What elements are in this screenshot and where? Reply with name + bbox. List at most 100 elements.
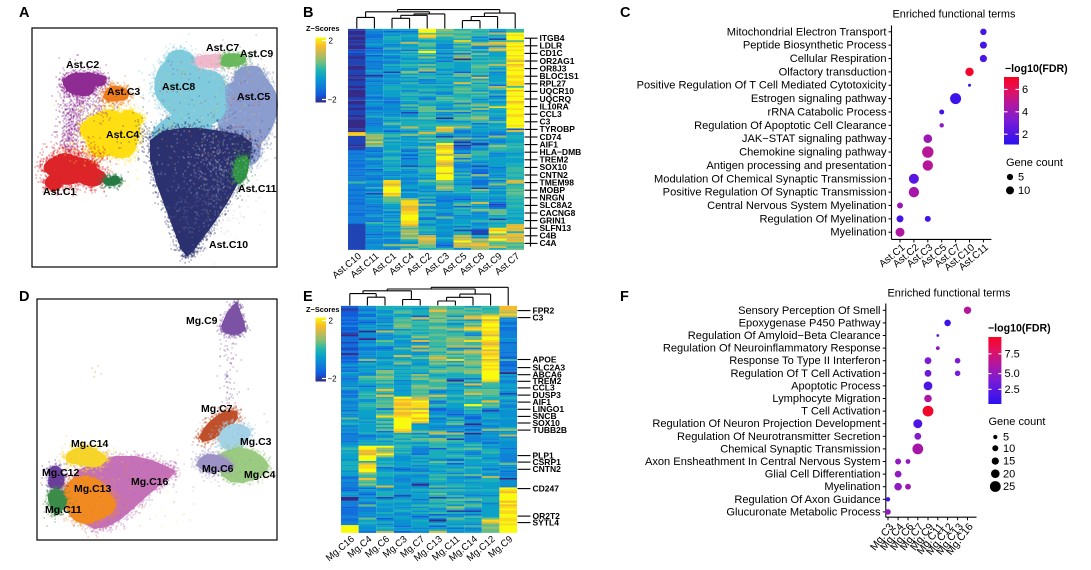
- svg-text:PLP1: PLP1: [533, 450, 555, 460]
- svg-text:Mg.C3: Mg.C3: [240, 436, 272, 448]
- svg-text:2.5: 2.5: [1005, 384, 1020, 396]
- svg-text:2: 2: [329, 317, 334, 326]
- svg-text:E: E: [303, 289, 313, 305]
- svg-text:C: C: [620, 5, 631, 21]
- svg-text:−2: −2: [328, 96, 338, 105]
- svg-text:Mg.C9: Mg.C9: [186, 315, 218, 327]
- svg-text:OR8J3: OR8J3: [540, 63, 567, 73]
- svg-text:Z−Scores: Z−Scores: [306, 305, 339, 314]
- svg-text:OR2T2: OR2T2: [533, 511, 561, 521]
- svg-text:Lymphocyte Migration: Lymphocyte Migration: [772, 393, 880, 405]
- svg-text:AIF1: AIF1: [533, 397, 552, 407]
- svg-text:Ast.C5: Ast.C5: [237, 91, 270, 103]
- svg-text:Gene count: Gene count: [989, 416, 1046, 428]
- svg-text:Regulation Of Apoptotic Cell C: Regulation Of Apoptotic Cell Clearance: [694, 120, 886, 132]
- svg-text:Mg.C11: Mg.C11: [45, 504, 82, 516]
- svg-text:Positive Regulation Of Synapti: Positive Regulation Of Synaptic Transmis…: [663, 187, 887, 199]
- svg-text:Cellular Respiration: Cellular Respiration: [790, 53, 887, 65]
- svg-text:MOBP: MOBP: [540, 185, 566, 195]
- svg-text:SOX10: SOX10: [533, 418, 561, 428]
- svg-text:Myelination: Myelination: [830, 227, 886, 239]
- svg-text:Mg.C13: Mg.C13: [74, 483, 112, 495]
- svg-text:CNTN2: CNTN2: [533, 464, 562, 474]
- svg-text:C3: C3: [540, 117, 551, 127]
- svg-text:F: F: [620, 289, 629, 305]
- svg-text:25: 25: [1003, 481, 1015, 493]
- svg-text:5: 5: [1018, 172, 1024, 184]
- svg-text:Epoxygenase P450 Pathway: Epoxygenase P450 Pathway: [739, 317, 881, 329]
- svg-text:CD1C: CD1C: [540, 48, 563, 58]
- svg-text:Myelination: Myelination: [824, 481, 880, 493]
- svg-text:C4A: C4A: [540, 238, 557, 248]
- svg-text:Antigen processing and present: Antigen processing and presentation: [706, 160, 886, 172]
- svg-text:Ast.C8: Ast.C8: [162, 81, 195, 93]
- svg-text:Mg.C16: Mg.C16: [131, 476, 169, 488]
- svg-text:TREM2: TREM2: [533, 376, 562, 386]
- svg-text:CSRP1: CSRP1: [533, 457, 562, 467]
- svg-text:Modulation Of Chemical Synapti: Modulation Of Chemical Synaptic Transmis…: [654, 173, 886, 185]
- svg-text:Chemokine signaling pathway: Chemokine signaling pathway: [739, 147, 887, 159]
- svg-text:Ast.C7: Ast.C7: [206, 42, 239, 54]
- svg-text:Peptide Biosynthetic Process: Peptide Biosynthetic Process: [743, 40, 887, 52]
- svg-text:6: 6: [1022, 84, 1028, 96]
- svg-text:UQCRQ: UQCRQ: [540, 94, 572, 104]
- svg-text:Ast.C4: Ast.C4: [106, 129, 139, 141]
- svg-text:CD247: CD247: [533, 483, 560, 493]
- svg-text:UQCR10: UQCR10: [540, 86, 575, 96]
- svg-text:A: A: [19, 5, 30, 21]
- svg-text:Axon Ensheathment In Central N: Axon Ensheathment In Central Nervous Sys…: [645, 456, 881, 468]
- svg-text:Glucuronate Metabolic Process: Glucuronate Metabolic Process: [726, 506, 881, 518]
- svg-text:Olfactory transduction: Olfactory transduction: [779, 66, 887, 78]
- svg-text:Regulation Of Myelination: Regulation Of Myelination: [759, 213, 886, 225]
- svg-text:CCL3: CCL3: [533, 383, 555, 393]
- svg-text:CNTN2: CNTN2: [540, 170, 569, 180]
- svg-text:Regulation Of Neuroinflammator: Regulation Of Neuroinflammatory Response: [663, 343, 881, 355]
- svg-text:Central Nervous System Myelina: Central Nervous System Myelination: [707, 200, 886, 212]
- svg-text:Regulation Of Neuron Projectio: Regulation Of Neuron Projection Developm…: [652, 418, 880, 430]
- svg-text:APOE: APOE: [533, 354, 557, 364]
- svg-text:4: 4: [1022, 106, 1028, 118]
- svg-text:C3: C3: [533, 312, 544, 322]
- svg-text:2: 2: [329, 37, 334, 46]
- svg-text:TUBB2B: TUBB2B: [533, 425, 567, 435]
- svg-text:BLOC1S1: BLOC1S1: [540, 71, 579, 81]
- svg-text:Regulation Of Amyloid−Beta Cle: Regulation Of Amyloid−Beta Clearance: [688, 330, 881, 342]
- svg-text:TMEM98: TMEM98: [540, 177, 575, 187]
- svg-text:Mg.C7: Mg.C7: [201, 403, 233, 415]
- svg-text:Mg.C12: Mg.C12: [42, 467, 80, 479]
- svg-text:HLA−DMB: HLA−DMB: [540, 147, 582, 157]
- svg-text:−log10(FDR): −log10(FDR): [1005, 63, 1068, 75]
- svg-text:T Cell Activation: T Cell Activation: [801, 406, 880, 418]
- svg-text:CD74: CD74: [540, 132, 562, 142]
- svg-text:Apoptotic Process: Apoptotic Process: [791, 380, 881, 392]
- svg-text:Mg.C6: Mg.C6: [202, 463, 234, 475]
- svg-text:Ast.C11: Ast.C11: [238, 183, 277, 195]
- svg-text:OR2AG1: OR2AG1: [540, 56, 575, 66]
- svg-text:5: 5: [1003, 432, 1009, 444]
- svg-text:Ast.C10: Ast.C10: [209, 239, 248, 251]
- svg-text:Enriched functional terms: Enriched functional terms: [893, 9, 1016, 21]
- svg-text:−log10(FDR): −log10(FDR): [988, 323, 1051, 335]
- svg-text:Ast.C2: Ast.C2: [66, 59, 99, 71]
- svg-text:SYTL4: SYTL4: [533, 517, 560, 527]
- svg-text:Positive Regulation Of T Cell: Positive Regulation Of T Cell Mediated C…: [637, 80, 887, 92]
- svg-text:Estrogen signaling pathway: Estrogen signaling pathway: [751, 93, 887, 105]
- svg-text:D: D: [19, 289, 29, 305]
- svg-text:FPR2: FPR2: [533, 305, 555, 315]
- svg-text:15: 15: [1003, 456, 1015, 468]
- svg-text:SNCB: SNCB: [533, 411, 557, 421]
- svg-text:−2: −2: [328, 375, 338, 384]
- svg-text:rRNA Catabolic Process: rRNA Catabolic Process: [768, 106, 887, 118]
- svg-text:TYROBP: TYROBP: [540, 124, 576, 134]
- svg-text:Response To Type II Interferon: Response To Type II Interferon: [729, 355, 880, 367]
- svg-text:SLC8A2: SLC8A2: [540, 200, 573, 210]
- svg-text:Gene count: Gene count: [1006, 157, 1063, 169]
- svg-text:LDLR: LDLR: [540, 41, 563, 51]
- svg-text:SLFN13: SLFN13: [540, 223, 572, 233]
- svg-text:Mitochondrial Electron Transpo: Mitochondrial Electron Transport: [727, 26, 887, 38]
- svg-text:7.5: 7.5: [1005, 348, 1020, 360]
- svg-text:ABCA6: ABCA6: [533, 370, 563, 380]
- svg-text:20: 20: [1003, 468, 1015, 480]
- svg-text:SOX10: SOX10: [540, 162, 568, 172]
- svg-text:CACNG8: CACNG8: [540, 208, 576, 218]
